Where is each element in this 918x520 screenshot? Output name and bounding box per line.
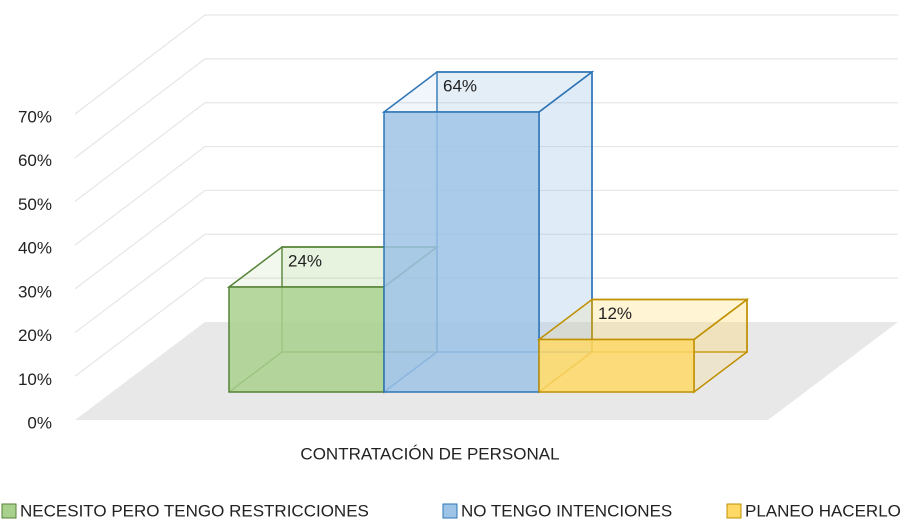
y-tick-label: 40% xyxy=(18,239,52,258)
bar-front xyxy=(383,111,540,393)
bar-front xyxy=(538,338,695,393)
y-tick-label: 30% xyxy=(18,282,52,301)
legend-swatch xyxy=(442,503,458,519)
legend-label: NO TENGO INTENCIONES xyxy=(461,501,672,520)
y-tick-label: 20% xyxy=(18,326,52,345)
grid-line xyxy=(74,233,898,334)
y-tick-label: 60% xyxy=(18,151,52,170)
data-label: 12% xyxy=(598,304,632,323)
y-tick-label: 50% xyxy=(18,195,52,214)
grid-line xyxy=(74,145,898,246)
bar-front xyxy=(228,286,385,393)
grid xyxy=(74,14,898,377)
y-tick-label: 70% xyxy=(18,107,52,126)
grid-line xyxy=(74,189,898,290)
grid-line xyxy=(74,58,898,159)
data-label: 24% xyxy=(288,251,322,270)
y-tick-label: 10% xyxy=(18,370,52,389)
grid-line xyxy=(74,14,898,115)
bars xyxy=(226,70,750,394)
x-tick-label: CONTRATACIÓN DE PERSONAL xyxy=(300,444,559,463)
data-label: 64% xyxy=(443,76,477,95)
legend-swatch xyxy=(726,503,742,519)
y-tick-label: 0% xyxy=(27,413,52,432)
legend-label: PLANEO HACERLO xyxy=(745,501,901,520)
grid-line xyxy=(74,277,898,377)
legend-label: NECESITO PERO TENGO RESTRICCIONES xyxy=(20,501,369,520)
legend-swatch xyxy=(1,503,17,519)
grid-line xyxy=(74,102,898,202)
